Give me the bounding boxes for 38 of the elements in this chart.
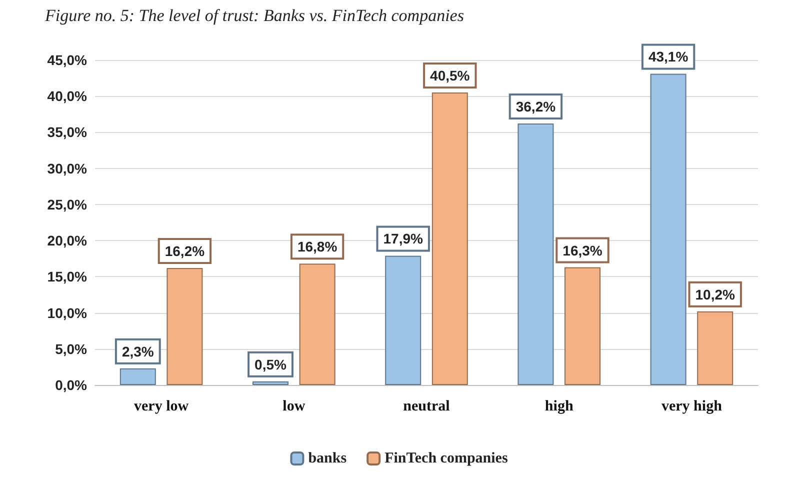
data-label: 16,2% (164, 243, 206, 259)
data-label: 36,2% (516, 98, 556, 115)
y-tick-label: 35,0% (47, 124, 88, 140)
bar (432, 92, 468, 385)
bar (650, 74, 686, 385)
x-tick-label: very high (661, 398, 723, 414)
y-tick-label: 0,0% (55, 377, 88, 393)
y-tick-label: 20,0% (47, 232, 88, 249)
data-label: 43,1% (648, 48, 689, 65)
data-label: 16,8% (297, 238, 338, 255)
y-tick-label: 30,0% (47, 160, 88, 176)
y-tick-label: 15,0% (47, 268, 88, 285)
data-label: 16,3% (562, 242, 603, 258)
x-tick-label: high (544, 398, 574, 414)
x-tick-label: low (282, 398, 306, 414)
chart-title: Figure no. 5: The level of trust: Banks vs. FinTech companies (44, 6, 464, 25)
x-tick-label: very low (134, 398, 189, 414)
bar (697, 311, 734, 385)
legend-label: banks (308, 450, 347, 466)
y-tick-label: 40,0% (47, 88, 88, 104)
data-label: 17,9% (383, 230, 424, 247)
bar (385, 256, 422, 385)
data-label: 2,3% (122, 343, 154, 360)
bar (564, 267, 600, 385)
x-tick-label: neutral (403, 398, 450, 414)
bar (252, 381, 288, 385)
legend-label: FinTech companies (384, 450, 508, 466)
y-tick-label: 45,0% (47, 52, 88, 68)
data-label: 40,5% (430, 68, 470, 84)
data-label: 10,2% (695, 286, 736, 302)
y-tick-label: 25,0% (47, 196, 88, 212)
data-label: 0,5% (254, 356, 287, 372)
bar (299, 264, 336, 385)
y-tick-label: 10,0% (47, 304, 88, 321)
bar (120, 368, 156, 385)
bar (518, 124, 554, 385)
bar (166, 268, 203, 385)
y-tick-label: 5,0% (55, 340, 88, 357)
